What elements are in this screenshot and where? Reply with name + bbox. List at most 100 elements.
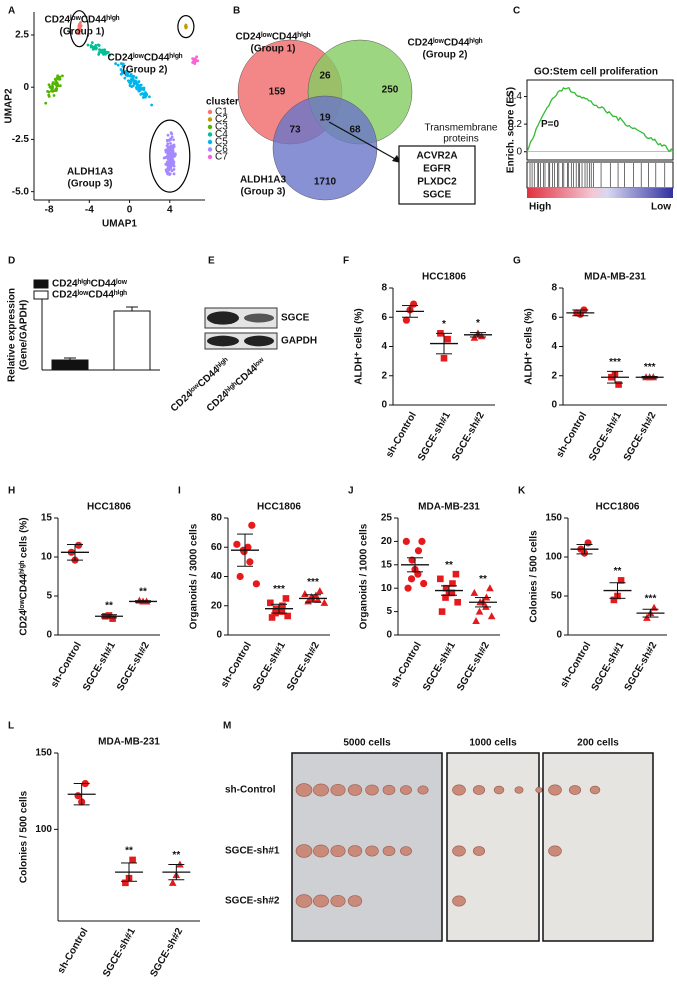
- tumor: [295, 894, 313, 908]
- data-point: [268, 614, 276, 621]
- group-label: (Group 2): [123, 65, 168, 76]
- y-tick-label: 8: [381, 283, 387, 294]
- group-label: (Group 3): [68, 179, 113, 190]
- tumor: [535, 786, 543, 794]
- tumor: [452, 895, 466, 907]
- cell-point: [128, 84, 132, 88]
- cell-point: [166, 168, 170, 172]
- data-point: [122, 879, 129, 887]
- panel-label: M: [223, 721, 231, 732]
- cell-point: [169, 166, 173, 170]
- y-tick-label: 20: [381, 536, 393, 547]
- y-axis-title: UMAP2: [4, 88, 15, 123]
- data-point: [236, 572, 244, 581]
- x-tick-label: 0: [127, 205, 133, 216]
- set-label: CD24ˡᵒʷCD44ʰⁱᵍʰ: [408, 37, 483, 49]
- cell-point: [169, 144, 173, 148]
- data-point: [402, 316, 410, 324]
- data-point: [278, 608, 286, 615]
- y-tick-label: 10: [381, 583, 393, 594]
- tumor: [568, 785, 582, 795]
- y-tick-label: 2.5: [15, 30, 29, 41]
- tumor: [347, 845, 363, 857]
- x-tick-label: sh-Control: [56, 926, 91, 975]
- data-point: [454, 598, 461, 606]
- region-count: 19: [319, 113, 331, 124]
- cell-point: [50, 89, 53, 93]
- data-point: [252, 580, 260, 588]
- x-tick-label: sh-Control: [49, 640, 84, 689]
- x-tick-label: SGCE-sh#1: [81, 640, 118, 693]
- cell-point: [75, 31, 79, 35]
- band-label: SGCE: [281, 313, 310, 324]
- x-tick-label: SGCE-sh#2: [115, 640, 152, 693]
- cell-point: [99, 48, 103, 52]
- data-point: [168, 878, 177, 886]
- x-tick-label: SGCE-sh#1: [587, 410, 624, 463]
- low-label: Low: [651, 202, 671, 213]
- cell-point: [165, 138, 169, 142]
- legend-swatch: [207, 109, 213, 115]
- cell-point: [167, 146, 171, 150]
- y-tick-label: 10: [41, 552, 53, 563]
- cell-point: [105, 51, 109, 55]
- x-tick-label: -8: [45, 205, 54, 216]
- data-point: [414, 547, 423, 555]
- region-count: 1710: [314, 177, 337, 188]
- cell-point: [169, 156, 173, 160]
- cell-point: [137, 84, 141, 88]
- legend-swatch: [33, 279, 49, 289]
- tumor: [400, 785, 412, 795]
- y-axis-title: Organoids / 1000 cells: [359, 523, 370, 629]
- cell-point: [166, 172, 169, 176]
- significance: ***: [609, 357, 621, 368]
- venn-circle: [272, 95, 378, 201]
- cell-point: [172, 145, 176, 148]
- y-tick-label: 0: [556, 630, 562, 641]
- tumor: [548, 845, 562, 857]
- data-point: [304, 597, 312, 605]
- panel-label: E: [208, 256, 215, 267]
- tumor: [313, 844, 329, 858]
- cell-point: [129, 78, 133, 81]
- bar: [51, 359, 89, 371]
- data-point: [246, 558, 254, 566]
- data-point: [487, 612, 496, 620]
- y-axis-title: ALDH⁺ cells (%): [354, 308, 365, 384]
- cell-point: [167, 158, 170, 162]
- significance: *: [442, 319, 446, 330]
- y-tick-label: 0: [23, 82, 29, 93]
- group-circle: [69, 10, 89, 48]
- significance: ***: [644, 362, 656, 373]
- significance: **: [125, 846, 133, 857]
- cell-point: [137, 80, 140, 84]
- data-point: [402, 537, 410, 546]
- cell-point: [173, 153, 177, 157]
- legend-label: C6: [215, 144, 228, 155]
- legend-label: C5: [215, 137, 228, 148]
- region-count: 68: [349, 125, 361, 136]
- tumor: [330, 783, 346, 797]
- y-axis-title: CD24ˡᵒʷCD44ʰⁱᵍʰ cells (%): [18, 517, 30, 635]
- panel-label: J: [348, 486, 354, 497]
- y-axis-title: Relative expression: [7, 288, 18, 382]
- data-point: [442, 594, 449, 601]
- row-label: sh-Control: [225, 785, 276, 796]
- y-tick-label: 25: [381, 513, 393, 524]
- data-point: [314, 595, 322, 603]
- x-tick-label: SGCE-sh#2: [450, 410, 487, 463]
- cell-point: [58, 75, 62, 79]
- y-tick-label: 100: [35, 824, 52, 835]
- panel-label: I: [178, 486, 181, 497]
- legend-label: C4: [215, 129, 228, 140]
- high-label: High: [529, 202, 551, 213]
- y-axis-title: Enrich. score (ES): [506, 87, 517, 173]
- cell-point: [170, 159, 174, 163]
- cell-point: [195, 55, 199, 59]
- significance: ***: [273, 584, 285, 595]
- data-point: [284, 612, 291, 620]
- cell-point: [168, 151, 172, 154]
- cell-point: [56, 74, 60, 78]
- cell-point: [114, 62, 117, 65]
- data-point: [617, 577, 625, 584]
